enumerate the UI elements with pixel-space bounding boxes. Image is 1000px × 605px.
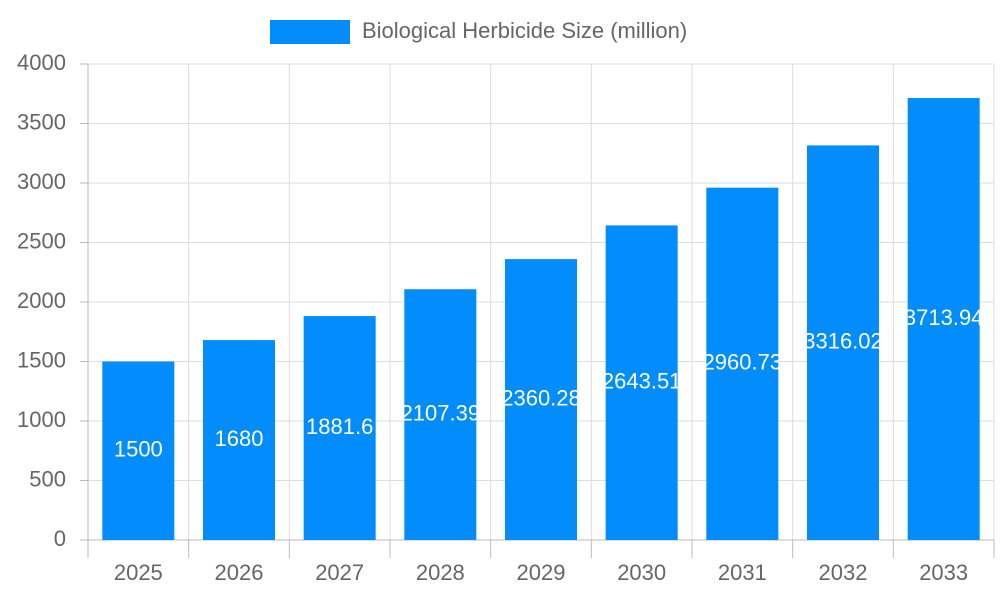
bar — [907, 98, 980, 540]
bar — [605, 225, 678, 541]
x-tick-label: 2033 — [919, 560, 968, 585]
y-tick-label: 500 — [29, 466, 66, 491]
legend-swatch — [270, 20, 350, 44]
value-label: 1680 — [215, 426, 264, 451]
value-label: 3713.94 — [904, 305, 984, 330]
y-tick-label: 1500 — [17, 347, 66, 372]
bar — [102, 361, 175, 540]
y-tick-label: 4000 — [17, 50, 66, 75]
value-label: 2107.39 — [401, 400, 481, 425]
x-tick-label: 2025 — [114, 560, 163, 585]
bar — [303, 316, 376, 540]
bar — [505, 259, 577, 540]
x-tick-label: 2032 — [819, 560, 868, 585]
y-tick-label: 2000 — [17, 288, 66, 313]
legend-label: Biological Herbicide Size (million) — [362, 18, 687, 43]
x-tick-label: 2030 — [617, 560, 666, 585]
value-label: 2960.73 — [703, 350, 783, 375]
value-label: 1500 — [114, 437, 163, 462]
value-label: 1881.6 — [306, 414, 373, 439]
y-tick-label: 1000 — [17, 407, 66, 432]
y-tick-label: 0 — [54, 526, 66, 551]
y-tick-label: 3000 — [17, 169, 66, 194]
x-tick-label: 2027 — [315, 560, 364, 585]
value-label: 3316.02 — [803, 329, 883, 354]
x-tick-label: 2029 — [517, 560, 566, 585]
bar — [706, 187, 779, 540]
bar — [404, 289, 477, 540]
x-tick-label: 2028 — [416, 560, 465, 585]
y-tick-label: 3500 — [17, 109, 66, 134]
bar — [203, 340, 275, 540]
x-tick-label: 2026 — [215, 560, 264, 585]
value-label: 2360.28 — [501, 385, 581, 410]
value-label: 2643.51 — [602, 369, 682, 394]
y-tick-label: 2500 — [17, 228, 66, 253]
bar — [807, 145, 879, 540]
x-tick-label: 2031 — [718, 560, 767, 585]
